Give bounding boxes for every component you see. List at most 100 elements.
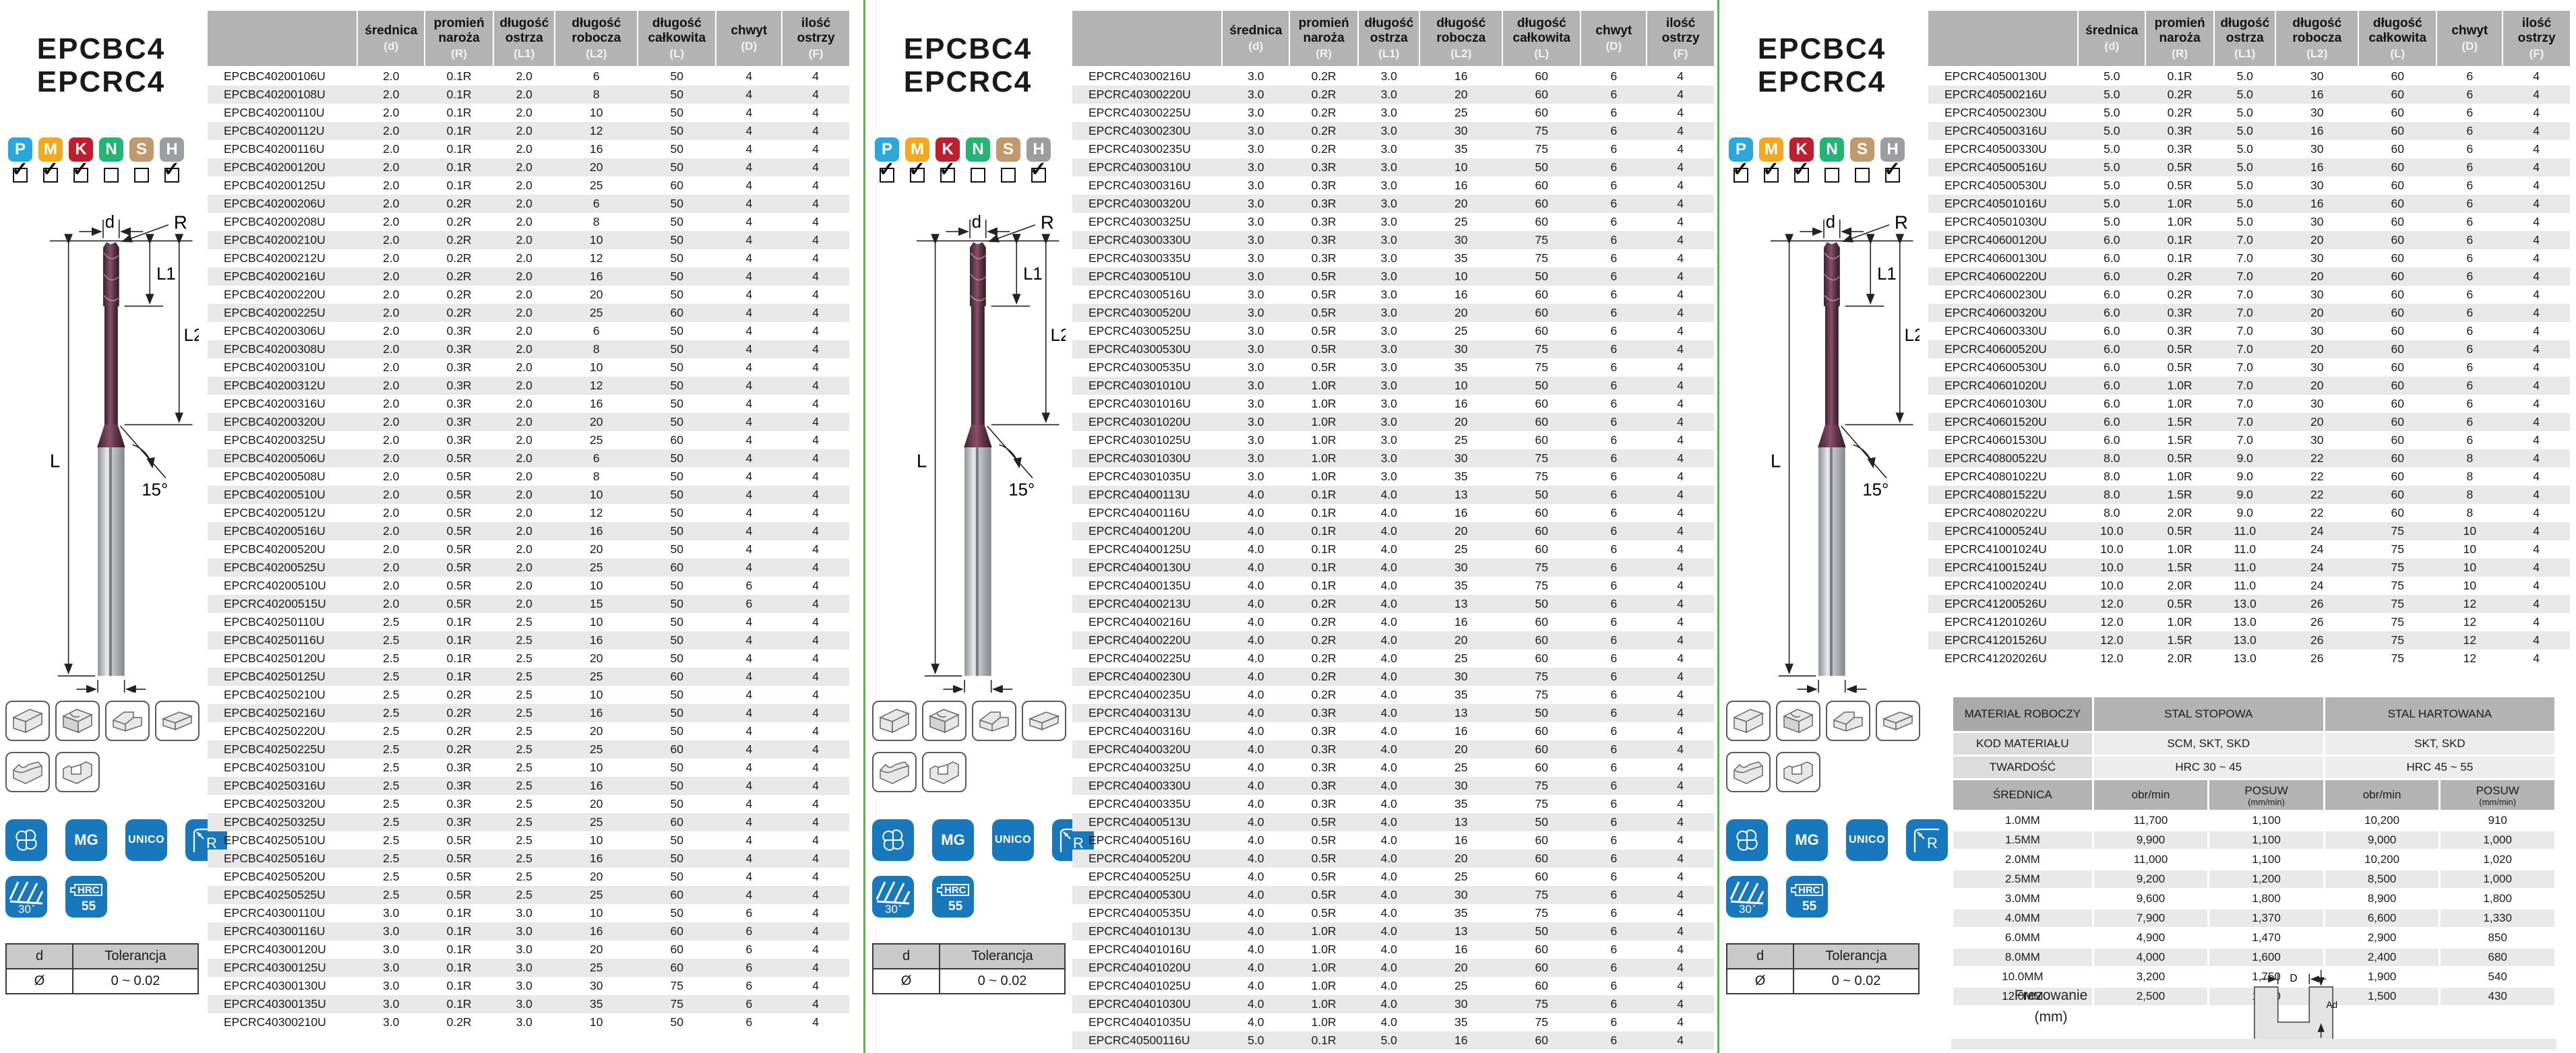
spec-value: 75 (670, 997, 684, 1011)
spec-row: EPCRC40600330U 6.0 0.3R 7.0 30 60 6 4 (1928, 322, 2570, 340)
spec-row: EPCBC40250320U 2.5 0.3R 2.5 20 50 4 4 (208, 795, 849, 813)
spec-value: 1.0R (1311, 997, 1337, 1011)
spec-value: 0.2R (2167, 106, 2192, 119)
spec-value: 6 (1610, 179, 1618, 192)
spec-value: 16 (1454, 69, 1468, 83)
spec-value: 60 (1535, 415, 1549, 428)
spec-value: 2.0 (516, 269, 532, 283)
spec-value: 3.0 (1380, 106, 1397, 119)
spec-row: EPCRC40400313U 4.0 0.3R 4.0 13 50 6 4 (1072, 704, 1714, 722)
spec-value: 6 (1610, 288, 1618, 301)
spec-value: 2.0 (516, 233, 532, 247)
spec-value: 5.0 (2236, 215, 2253, 228)
spec-value: 6 (1610, 88, 1618, 101)
cut-feed-header: POSUW (mm/min) (2209, 780, 2323, 810)
product-title: EPCBC4 EPCRC4 (0, 32, 202, 99)
spec-value: 4.0 (1248, 906, 1264, 920)
spec-value: 4 (1677, 688, 1684, 701)
part-number: EPCRC40400220U (1088, 633, 1191, 647)
spec-value: 3.0 (1380, 288, 1397, 301)
spec-value: 2.0 (383, 160, 400, 174)
spec-value: 0.5R (446, 888, 472, 901)
spec-value: 2.0 (383, 251, 400, 265)
spec-value: 0.1R (2167, 251, 2192, 265)
cut-diameter-value: 6.0MM (1953, 929, 2092, 947)
spec-value: 4 (745, 451, 753, 465)
spec-value: 1.0R (2167, 215, 2192, 228)
icon-slot-milling (55, 752, 100, 792)
frezowanie-label: Frezowanie (mm) (1977, 985, 2125, 1027)
spec-value: 4 (812, 233, 819, 247)
part-number: EPCBC40200220U (224, 288, 326, 301)
spec-value: 16 (1454, 833, 1468, 847)
spec-value: 20 (590, 870, 603, 883)
spec-value: 4 (2533, 88, 2540, 101)
spec-header-label: promień naroża (1298, 16, 1349, 45)
spec-value: 4 (2533, 251, 2540, 265)
spec-value: 60 (2391, 342, 2405, 356)
spec-value: 9.0 (2236, 470, 2253, 483)
spec-row: EPCRC40400513U 4.0 0.5R 4.0 13 50 6 4 (1072, 813, 1714, 831)
spec-value: 3.0 (1380, 179, 1397, 192)
spec-value: 50 (1535, 706, 1549, 720)
spec-value: 60 (2391, 142, 2405, 156)
icon-pocket-milling (1776, 701, 1820, 741)
frezowanie-line2: (mm) (2034, 1009, 2068, 1025)
spec-value: 6 (2466, 160, 2474, 174)
spec-value: 60 (2391, 269, 2405, 283)
spec-value: 4 (2533, 124, 2540, 137)
spec-value: 30 (590, 979, 603, 992)
panel-divider-2 (1717, 0, 1719, 1053)
spec-value: 20 (1454, 961, 1468, 974)
spec-value: 50 (670, 415, 684, 428)
spec-value: 1.5R (2167, 433, 2192, 447)
spec-value: 4 (2533, 160, 2540, 174)
spec-value: 25 (590, 306, 603, 319)
spec-value: 2.0 (516, 324, 532, 338)
spec-value: 6 (745, 943, 753, 956)
spec-value: 6.0 (2104, 233, 2120, 247)
spec-value: 1.0R (1311, 943, 1337, 956)
spec-row: EPCRC40802022U 8.0 2.0R 9.0 22 60 8 4 (1928, 504, 2570, 522)
dim-label-l: L (917, 451, 927, 472)
helix-angle-icon: 30 ° (5, 876, 47, 918)
spec-value: 20 (1454, 524, 1468, 538)
spec-value: 30 (2310, 106, 2324, 119)
spec-row: EPCRC40601030U 6.0 1.0R 7.0 30 60 6 4 (1928, 395, 2570, 413)
spec-value: 2.5 (516, 651, 532, 665)
spec-value: 2.0 (516, 124, 532, 137)
spec-header-label: długość ostrza (2220, 16, 2270, 45)
spec-value: 4 (1677, 433, 1684, 447)
spec-value: 4.0 (1248, 724, 1264, 738)
spec-value: 6 (1610, 233, 1618, 247)
spec-value: 2.0 (383, 142, 400, 156)
spec-value: 0.3R (2167, 142, 2192, 156)
spec-value: 6 (1610, 69, 1618, 83)
spec-value: 4.0 (1380, 597, 1397, 610)
spec-value: 0.2R (1311, 69, 1337, 83)
part-number: EPCRC40300516U (1088, 288, 1191, 301)
spec-value: 0.1R (446, 961, 472, 974)
spec-value: 4 (1677, 106, 1684, 119)
part-number: EPCRC40601020U (1944, 379, 2047, 392)
part-number: EPCRC40200515U (224, 597, 326, 610)
part-number: EPCRC40400525U (1088, 870, 1191, 883)
spec-value: 4 (1677, 451, 1684, 465)
spec-value: 8 (592, 470, 600, 483)
spec-value: 5.0 (2104, 215, 2120, 228)
spec-value: 3.0 (516, 943, 532, 956)
spec-value: 20 (1454, 852, 1468, 865)
spec-value: 0.5R (1311, 288, 1337, 301)
part-number: EPCRC40802022U (1944, 506, 2047, 519)
spec-header-label: długość całkowita (2368, 16, 2427, 45)
spec-value: 4 (745, 142, 753, 156)
spec-row: EPCRC40601530U 6.0 1.5R 7.0 30 60 6 4 (1928, 431, 2570, 449)
four-flute-icon (1726, 819, 1768, 861)
spec-value: 2.0 (516, 379, 532, 392)
spec-value: 12.0 (2100, 615, 2124, 629)
four-flute-icon (872, 819, 914, 861)
spec-value: 0.3R (446, 815, 472, 829)
spec-value: 4 (745, 852, 753, 865)
spec-value: 13 (1454, 924, 1468, 938)
spec-header-sub: (F) (808, 46, 824, 60)
